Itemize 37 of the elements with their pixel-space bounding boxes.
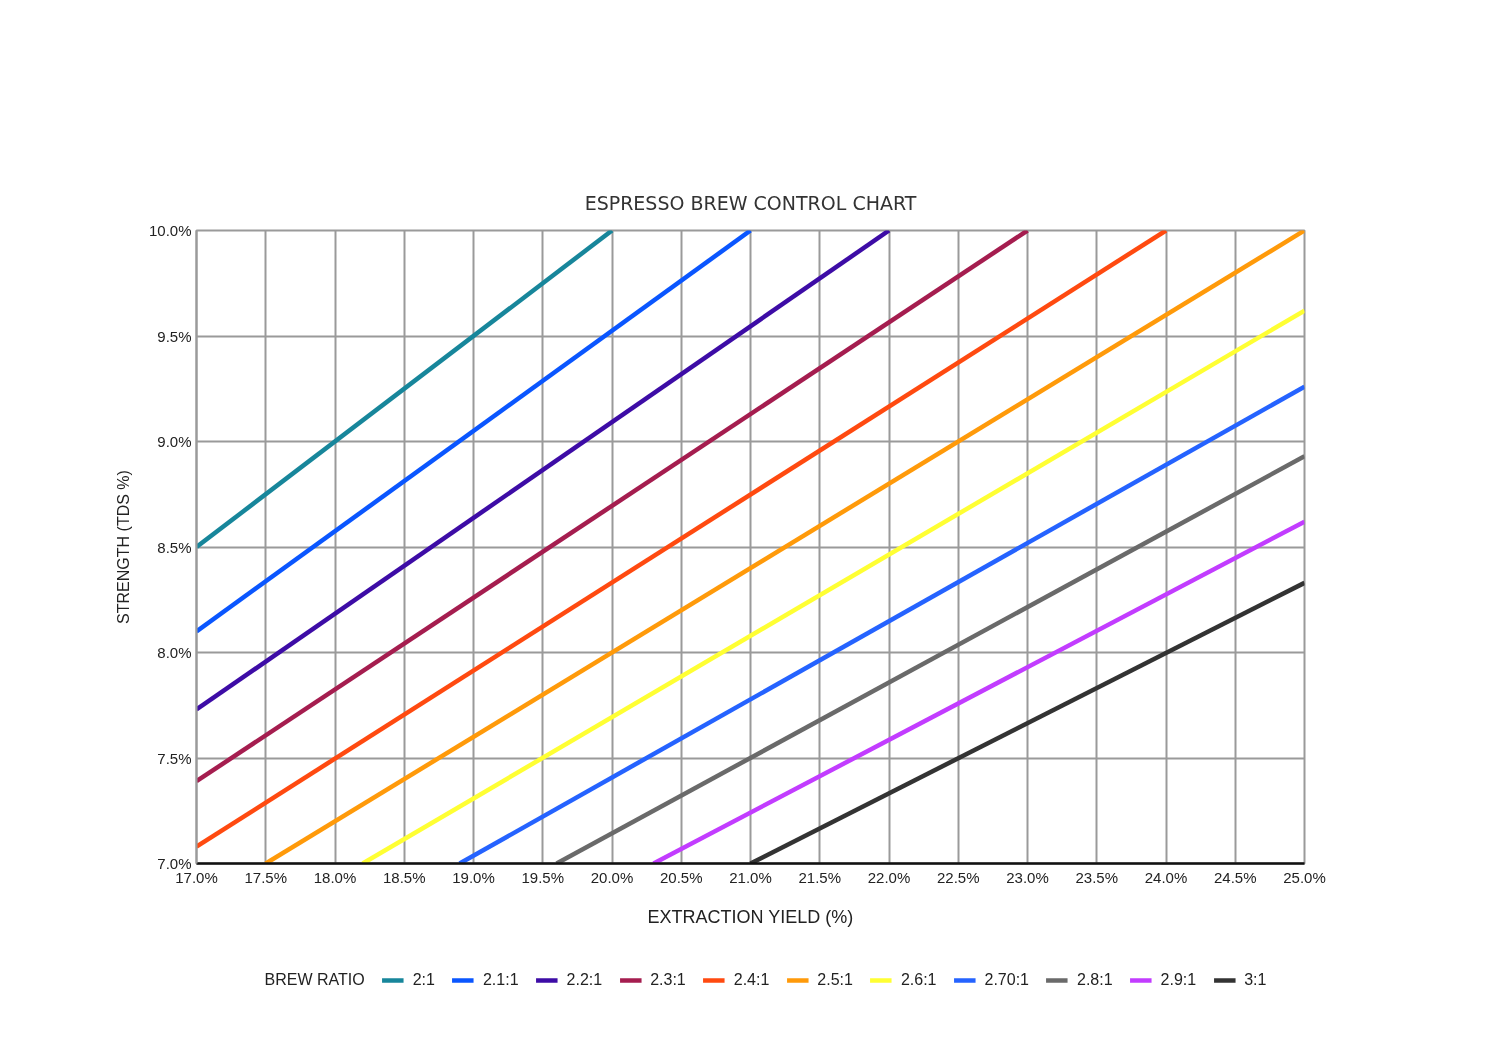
legend-label: 2.3:1 bbox=[650, 971, 686, 989]
x-tick-label: 17.5% bbox=[244, 868, 288, 886]
y-tick-label: 7.5% bbox=[157, 749, 192, 767]
y-tick-label: 10.0% bbox=[148, 222, 192, 239]
x-tick-label: 23.0% bbox=[1006, 868, 1049, 886]
x-tick-label: 22.5% bbox=[936, 868, 980, 886]
x-tick-label: 25.0% bbox=[1283, 868, 1326, 886]
x-tick-label: 24.5% bbox=[1213, 868, 1257, 886]
y-tick-label: 9.5% bbox=[157, 327, 192, 345]
legend-label: 3:1 bbox=[1244, 971, 1267, 989]
y-tick-label: 8.5% bbox=[157, 538, 192, 556]
x-tick-label: 24.0% bbox=[1144, 868, 1188, 886]
y-axis-title: STRENGTH (TDS %) bbox=[114, 470, 132, 624]
legend-label: 2.5:1 bbox=[817, 971, 853, 989]
legend-label: 2.6:1 bbox=[900, 971, 937, 989]
legend-label: 2.1:1 bbox=[482, 971, 519, 989]
legend-label: 2:1 bbox=[412, 971, 435, 989]
x-tick-label: 19.0% bbox=[452, 868, 495, 886]
legend-label: 2.4:1 bbox=[733, 971, 770, 989]
y-tick-label: 8.0% bbox=[157, 644, 192, 661]
legend-title: BREW RATIO bbox=[264, 971, 365, 989]
x-tick-label: 21.0% bbox=[729, 868, 772, 886]
x-tick-label: 21.5% bbox=[798, 868, 842, 886]
x-tick-label: 20.0% bbox=[590, 868, 634, 886]
x-tick-label: 23.5% bbox=[1075, 868, 1119, 886]
legend-label: 2.70:1 bbox=[984, 971, 1030, 989]
x-axis-title: EXTRACTION YIELD (%) bbox=[647, 906, 854, 927]
legend-label: 2.8:1 bbox=[1077, 971, 1113, 989]
x-tick-label: 18.0% bbox=[313, 868, 357, 886]
legend-label: 2.2:1 bbox=[566, 971, 603, 989]
x-tick-label: 20.5% bbox=[659, 868, 703, 886]
x-tick-label: 22.0% bbox=[867, 868, 911, 886]
x-tick-label: 19.5% bbox=[521, 868, 565, 886]
chart-title: ESPRESSO BREW CONTROL CHART bbox=[584, 191, 917, 214]
y-tick-label: 9.0% bbox=[157, 433, 192, 450]
x-tick-label: 18.5% bbox=[382, 868, 426, 886]
legend-label: 2.9:1 bbox=[1160, 971, 1197, 989]
